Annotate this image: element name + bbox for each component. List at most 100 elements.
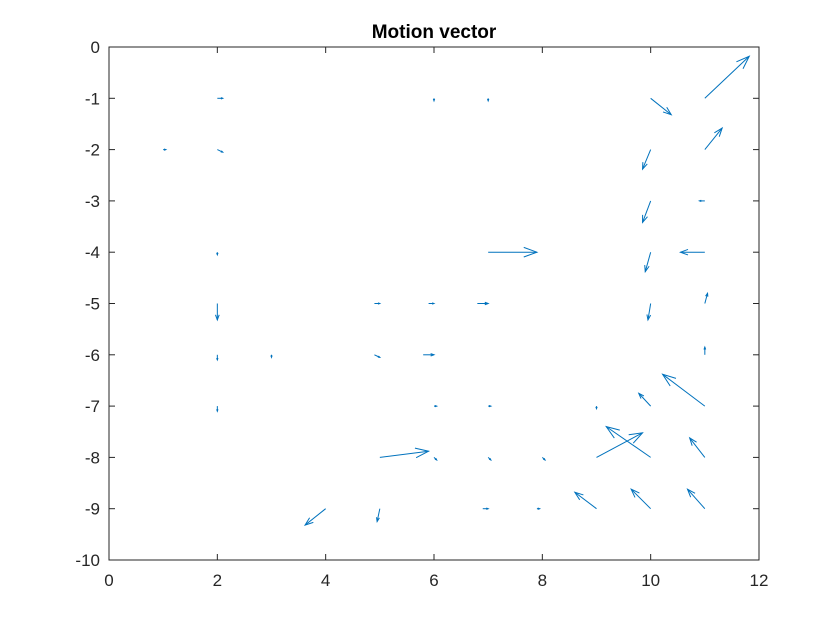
arrow-head	[414, 447, 431, 459]
arrow-head	[714, 126, 724, 137]
arrow-head	[430, 353, 436, 357]
arrow-shaft	[574, 491, 597, 510]
motion-vector-arrow	[688, 436, 706, 458]
motion-vector-arrow	[630, 488, 652, 510]
motion-vector-arrow	[704, 291, 709, 304]
arrow-head	[662, 107, 673, 116]
arrow-head	[215, 314, 220, 322]
motion-vector-arrow	[605, 425, 651, 458]
x-tick-label: 0	[104, 571, 113, 590]
arrow-head	[484, 301, 490, 306]
motion-vector-arrow	[423, 353, 436, 357]
arrow-head	[646, 314, 652, 322]
arrow-shaft	[596, 432, 643, 458]
arrow-head	[220, 97, 225, 100]
arrow-shaft	[376, 508, 381, 522]
arrow-head	[637, 392, 645, 399]
motion-vector-arrow	[374, 354, 382, 358]
motion-vector-arrow	[573, 491, 597, 510]
arrow-shaft	[642, 149, 652, 170]
y-tick-label: -4	[85, 243, 100, 262]
chart-title: Motion vector	[372, 22, 497, 43]
motion-vector-arrow	[541, 457, 547, 461]
motion-vector-arrow	[487, 457, 492, 461]
motion-vector-arrow	[217, 97, 225, 100]
motion-vector-arrow	[432, 98, 436, 103]
motion-vector-arrow	[661, 373, 706, 407]
arrow-shaft	[638, 392, 652, 407]
arrow-shaft	[662, 373, 706, 407]
arrow-head	[679, 248, 689, 256]
arrow-head	[486, 507, 490, 510]
x-tick-label: 6	[429, 571, 438, 590]
arrow-shaft	[379, 450, 429, 458]
y-tick-label: -7	[85, 397, 100, 416]
arrow-head	[303, 517, 314, 527]
arrow-head	[630, 488, 640, 498]
arrow-head	[641, 162, 648, 171]
motion-vector-arrow	[536, 507, 542, 510]
motion-vector-arrow	[646, 303, 652, 322]
motion-vector-arrow	[215, 303, 220, 322]
motion-vector-arrow	[217, 149, 225, 153]
motion-vector-arrow	[216, 354, 219, 362]
arrow-head	[595, 406, 598, 411]
arrow-head	[605, 425, 620, 439]
y-tick-label: -8	[85, 448, 100, 467]
arrow-head	[270, 355, 273, 359]
motion-vector-arrow	[487, 98, 490, 103]
arrow-shaft	[630, 488, 652, 510]
motion-vector-arrow	[434, 404, 439, 408]
arrow-head	[377, 302, 382, 305]
motion-vector-arrow	[433, 457, 438, 461]
arrow-head	[697, 199, 702, 203]
arrow-head	[216, 409, 219, 413]
y-tick-label: -10	[75, 551, 100, 570]
motion-vector-arrow	[379, 447, 431, 459]
arrow-shaft	[642, 200, 652, 223]
motion-vector-arrow	[477, 301, 490, 306]
arrow-shaft	[650, 97, 672, 116]
motion-vector-arrow	[697, 199, 705, 203]
arrow-head	[376, 517, 380, 523]
y-tick-label: -3	[85, 192, 100, 211]
motion-vector-arrow	[642, 200, 652, 224]
arrow-head	[644, 264, 650, 274]
motion-vector-arrow	[596, 432, 644, 458]
arrow-head	[487, 98, 490, 103]
motion-vector-arrow	[303, 508, 326, 527]
motion-vector-arrow	[704, 55, 751, 99]
arrow-head	[573, 491, 584, 501]
y-tick-label: -5	[85, 295, 100, 314]
arrow-shaft	[687, 488, 706, 510]
y-tick-label: -2	[85, 141, 100, 160]
arrow-head	[543, 457, 547, 461]
y-tick-label: -6	[85, 346, 100, 365]
motion-vector-arrow	[488, 246, 539, 258]
x-tick-label: 12	[750, 571, 769, 590]
arrow-head	[377, 355, 382, 358]
arrow-shaft	[605, 426, 651, 458]
arrow-head	[523, 246, 539, 258]
arrow-head	[488, 404, 493, 408]
motion-vector-arrow	[376, 508, 381, 523]
x-tick-label: 10	[641, 571, 660, 590]
motion-vector-arrow	[488, 404, 493, 408]
arrow-head	[688, 436, 697, 446]
motion-vector-arrow	[686, 488, 706, 510]
arrow-shaft	[704, 55, 750, 99]
arrow-head	[661, 373, 677, 387]
arrow-head	[432, 98, 436, 103]
arrow-head	[705, 291, 709, 297]
arrow-head	[431, 302, 436, 305]
y-tick-label: -9	[85, 500, 100, 519]
motion-vector-arrow	[428, 302, 436, 305]
motion-vector-arrow	[595, 406, 598, 411]
vectors-layer	[163, 55, 751, 527]
motion-vector-arrow	[704, 126, 724, 150]
arrow-head	[488, 457, 492, 461]
arrow-shaft	[647, 303, 652, 320]
arrow-head	[642, 214, 648, 224]
arrow-shaft	[304, 508, 326, 526]
